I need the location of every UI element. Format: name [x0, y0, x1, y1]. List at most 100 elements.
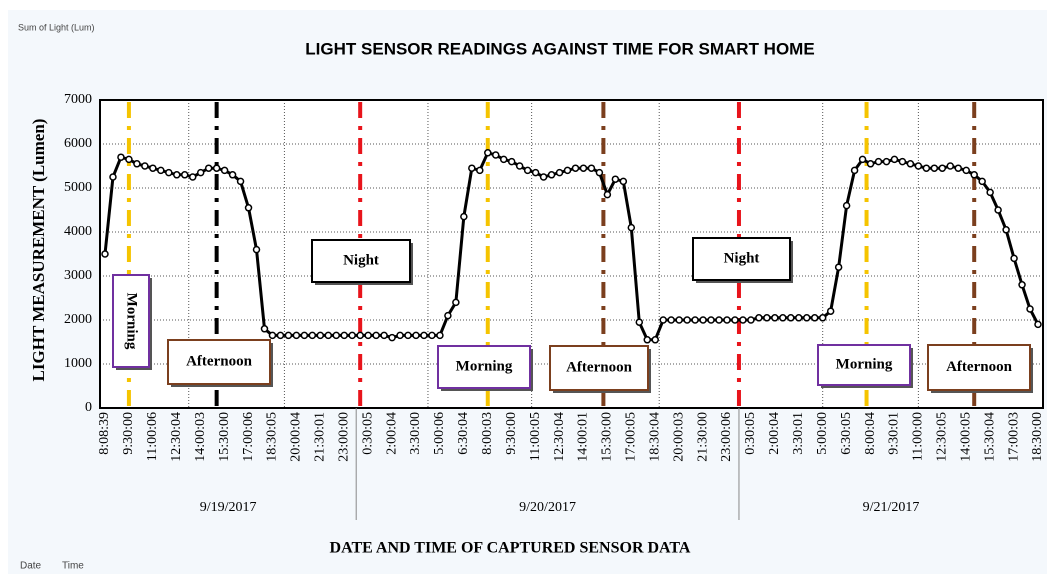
x-group-label: 9/21/2017 — [863, 500, 920, 515]
data-point — [404, 331, 412, 340]
x-axis-label: DATE AND TIME OF CAPTURED SENSOR DATA — [330, 540, 691, 557]
data-point — [133, 160, 141, 168]
x-tick-label: 9:30:01 — [887, 412, 902, 455]
data-point — [1034, 320, 1042, 329]
data-point — [547, 171, 556, 179]
data-point — [236, 177, 245, 186]
x-tick-label: 0:30:05 — [360, 412, 375, 455]
data-point — [332, 331, 341, 340]
data-point — [468, 164, 476, 172]
data-point — [579, 164, 588, 172]
x-tick-label: 15:30:00 — [600, 412, 615, 462]
annotation: Morning — [124, 293, 140, 350]
data-point — [340, 331, 348, 340]
data-point — [476, 166, 484, 175]
y-tick-label: 5000 — [64, 180, 92, 195]
data-point — [723, 316, 731, 324]
x-tick-label: 12:30:04 — [552, 412, 567, 462]
data-point — [571, 164, 580, 172]
x-tick-label: 23:00:00 — [336, 412, 351, 462]
axis-field: Time — [62, 561, 84, 572]
x-tick-label: 11:00:05 — [528, 412, 543, 461]
data-point — [787, 314, 795, 322]
data-point — [866, 160, 875, 168]
data-point — [499, 155, 508, 164]
data-point — [906, 160, 915, 168]
annotation: Night — [724, 250, 760, 266]
data-point — [220, 166, 229, 175]
data-point — [619, 177, 628, 186]
data-point — [587, 164, 596, 172]
y-tick-label: 1000 — [64, 356, 92, 371]
data-point — [531, 168, 540, 177]
data-point — [356, 331, 364, 340]
data-point — [412, 331, 420, 340]
data-point — [260, 325, 269, 333]
data-point — [428, 331, 436, 340]
annotation-box — [311, 239, 411, 283]
data-point — [691, 316, 699, 324]
x-tick-label: 15:30:00 — [217, 412, 232, 462]
data-point — [954, 164, 963, 172]
data-point — [180, 171, 189, 179]
data-point — [603, 190, 612, 199]
data-point — [484, 149, 492, 157]
x-tick-label: 8:08:39 — [97, 412, 112, 455]
data-point — [938, 164, 947, 172]
x-tick-label: 9:30:00 — [504, 412, 519, 455]
data-point — [252, 245, 261, 254]
data-point — [523, 166, 532, 175]
data-point — [914, 162, 923, 170]
x-tick-label: 5:00:06 — [432, 412, 447, 455]
data-point — [452, 298, 460, 307]
annotation-box — [112, 274, 150, 368]
data-point — [157, 166, 165, 175]
annotation: Afternoon — [186, 353, 252, 369]
x-tick-label: 18:30:05 — [265, 412, 280, 462]
data-point — [284, 331, 293, 340]
y-tick-label: 7000 — [64, 92, 92, 107]
x-tick-label: 0:30:05 — [743, 412, 758, 455]
data-point — [611, 175, 620, 183]
annotation: Afternoon — [946, 359, 1012, 375]
data-point — [986, 188, 994, 197]
data-point — [244, 204, 253, 212]
data-point — [755, 314, 763, 322]
data-point — [858, 155, 867, 164]
data-point — [667, 316, 675, 324]
data-point — [555, 168, 564, 177]
x-tick-label: 12:30:05 — [935, 412, 950, 462]
data-point — [675, 316, 683, 324]
data-point — [372, 331, 380, 340]
data-point — [444, 311, 452, 320]
data-point — [683, 316, 691, 324]
data-point — [779, 314, 787, 322]
data-point — [970, 171, 978, 179]
data-point — [850, 166, 859, 175]
data-point — [802, 314, 811, 322]
data-point — [149, 164, 157, 172]
data-point — [826, 307, 835, 315]
x-tick-label: 2:00:04 — [384, 412, 399, 455]
data-point — [188, 173, 197, 181]
data-point — [173, 171, 181, 179]
x-tick-label: 5:00:00 — [815, 412, 830, 455]
x-tick-label: 23:00:06 — [719, 412, 734, 462]
data-point — [292, 331, 301, 340]
data-point — [117, 153, 125, 161]
data-point — [699, 316, 707, 324]
x-group-label: 9/20/2017 — [519, 500, 576, 515]
annotation-box — [927, 344, 1031, 391]
data-point — [316, 331, 325, 340]
data-point — [212, 164, 221, 172]
data-point — [1026, 305, 1034, 313]
x-tick-label: 14:00:01 — [576, 412, 591, 462]
data-point — [810, 314, 819, 322]
data-point — [962, 166, 970, 175]
x-tick-label: 14:00:03 — [193, 412, 208, 462]
axis-field: Date — [20, 561, 42, 572]
data-point — [595, 168, 604, 177]
x-tick-label: 8:00:04 — [863, 412, 878, 455]
annotation-box — [167, 339, 271, 385]
